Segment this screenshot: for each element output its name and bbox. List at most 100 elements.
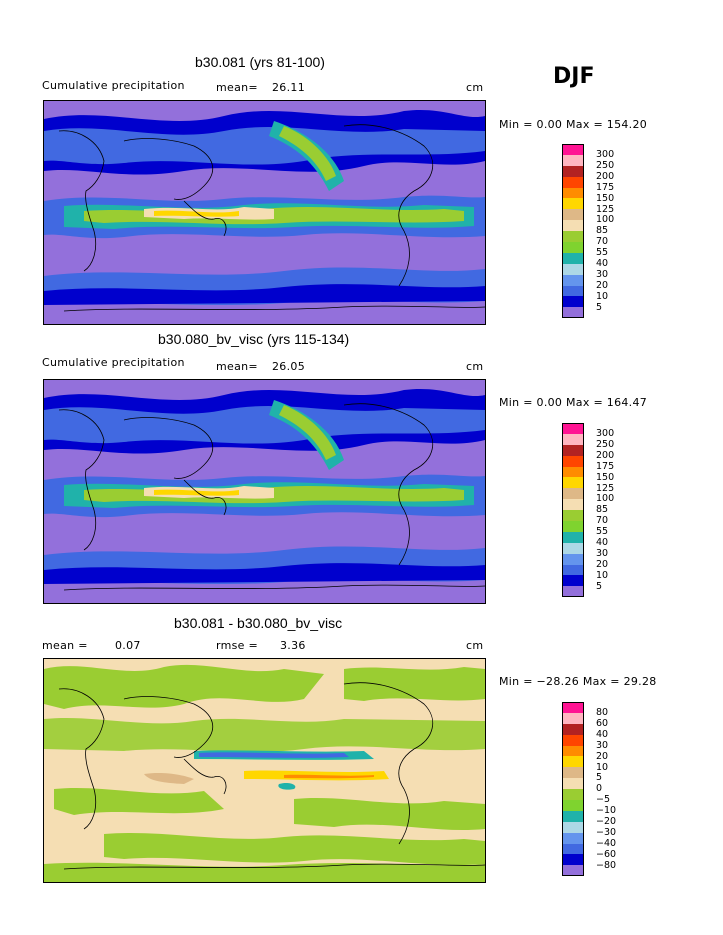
panel3-colorbar-swatch (562, 712, 584, 724)
panel3-colorbar-swatch (562, 843, 584, 855)
panel2-colorbar-labels: 300 250 200 175 150 125 100 85 70 55 40 30 20 10 5 (596, 428, 615, 593)
panel2-colorbar-swatch (562, 510, 584, 522)
panel3-colorbar-tick: −80 (596, 859, 617, 871)
panel3-colorbar-swatch (562, 734, 584, 746)
panel2-colorbar-swatch (562, 531, 584, 543)
panel2-colorbar-tick: 40 (596, 537, 609, 549)
panel3-rmse-label: rmse = (216, 639, 259, 652)
panel3-colorbar-tick: −5 (596, 794, 611, 806)
panel1-unit: cm (466, 81, 484, 94)
panel3-colorbar-tick: 80 (596, 707, 609, 718)
panel3-colorbar-swatch (562, 800, 584, 811)
panel3-colorbar-labels: 80 60 40 30 20 10 5 0 −5 −10 −20 −30 −40 −60 −80 (596, 707, 617, 872)
panel2-minmax: Min = 0.00 Max = 164.47 (499, 396, 648, 409)
panel1-colorbar-tick: 40 (596, 258, 609, 270)
panel3-mean-value: 0.07 (115, 639, 141, 652)
panel1-colorbar-swatch (562, 274, 584, 286)
panel2-colorbar-swatch (562, 564, 584, 576)
panel3-colorbar-tick: 30 (596, 739, 609, 751)
panel3-colorbar-tick: −10 (596, 805, 617, 817)
panel2-colorbar-swatch (562, 455, 584, 467)
panel1-colorbar-tick: 300 (596, 149, 615, 160)
panel3-colorbar-swatch (562, 745, 584, 757)
panel3-colorbar-tick: 20 (596, 750, 609, 762)
panel2-precip-map (43, 379, 486, 604)
panel2-colorbar-tick: 125 (596, 482, 615, 494)
panel3-colorbar-swatch (562, 865, 584, 877)
panel2-colorbar-tick: 175 (596, 460, 615, 472)
panel2-colorbar-swatch (562, 553, 584, 565)
season-label: DJF (553, 64, 595, 89)
panel1-left-label: Cumulative precipitation (42, 79, 185, 92)
panel2-colorbar-swatch (562, 423, 584, 434)
panel1-minmax: Min = 0.00 Max = 154.20 (499, 118, 648, 131)
panel1-colorbar-swatch (562, 263, 584, 275)
panel1-mean-value: 26.11 (272, 81, 305, 94)
panel2-colorbar-tick: 55 (596, 526, 609, 538)
panel2-mean-label: mean= (216, 360, 258, 373)
panel3-title: b30.081 - b30.080_bv_visc (174, 615, 343, 631)
panel1-colorbar-tick: 30 (596, 268, 609, 280)
panel2-colorbar-tick: 100 (596, 493, 615, 505)
panel3-colorbar-swatch (562, 756, 584, 768)
panel3-colorbar-swatch (562, 854, 584, 866)
panel1-colorbar-swatch (562, 220, 584, 232)
panel3-colorbar-swatch (562, 821, 584, 833)
panel1-colorbar-tick: 175 (596, 181, 615, 193)
panel1-colorbar-swatch (562, 176, 584, 188)
panel1-colorbar (562, 144, 584, 319)
panel2-colorbar-tick: 85 (596, 504, 609, 516)
panel2-left-label: Cumulative precipitation (42, 356, 185, 369)
panel3-mean-label: mean = (42, 639, 88, 652)
panel3-colorbar-tick: 40 (596, 728, 609, 740)
panel2-colorbar-swatch (562, 542, 584, 554)
panel2-colorbar-tick: 10 (596, 569, 609, 581)
panel2-colorbar-swatch (562, 444, 584, 456)
panel1-colorbar-swatch (562, 285, 584, 297)
panel3-colorbar-tick: 0 (596, 783, 603, 795)
panel1-colorbar-tick: 125 (596, 203, 615, 215)
panel2-colorbar-tick: 70 (596, 515, 609, 527)
panel2-title: b30.080_bv_visc (yrs 115-134) (158, 331, 350, 347)
panel1-colorbar-tick: 150 (596, 192, 615, 204)
panel3-diff-map (43, 658, 486, 883)
panel2-colorbar-swatch (562, 433, 584, 445)
panel1-colorbar-swatch (562, 198, 584, 210)
panel3-colorbar-swatch (562, 767, 584, 779)
panel2-mean-value: 26.05 (272, 360, 305, 373)
panel3-colorbar-swatch (562, 778, 584, 790)
panel1-colorbar-tick: 5 (596, 301, 603, 313)
panel2-colorbar-tick: 250 (596, 438, 615, 450)
panel1-colorbar-swatch (562, 209, 584, 221)
panel3-colorbar-swatch (562, 832, 584, 844)
panel2-colorbar-swatch (562, 488, 584, 500)
panel1-colorbar-tick: 20 (596, 279, 609, 291)
panel3-minmax: Min = −28.26 Max = 29.28 (499, 675, 657, 688)
panel1-colorbar-swatch (562, 144, 584, 155)
panel1-colorbar-swatch (562, 242, 584, 253)
panel3-colorbar-swatch (562, 702, 584, 713)
panel1-colorbar-tick: 55 (596, 247, 609, 259)
panel3-colorbar-tick: −60 (596, 848, 617, 860)
panel1-colorbar-swatch (562, 165, 584, 177)
panel1-colorbar-tick: 200 (596, 170, 615, 182)
panel3-rmse-value: 3.36 (280, 639, 306, 652)
panel1-colorbar-tick: 10 (596, 290, 609, 302)
panel2-colorbar (562, 423, 584, 598)
panel1-colorbar-tick: 85 (596, 225, 609, 237)
panel1-title: b30.081 (yrs 81-100) (195, 54, 325, 70)
panel1-precip-map (43, 100, 486, 325)
panel2-colorbar-tick: 30 (596, 547, 609, 559)
panel1-colorbar-swatch (562, 296, 584, 308)
panel1-colorbar-labels: 300 250 200 175 150 125 100 85 70 55 40 30 20 10 5 (596, 149, 615, 314)
panel3-colorbar-swatch (562, 810, 584, 822)
panel1-colorbar-tick: 70 (596, 236, 609, 248)
panel2-colorbar-tick: 20 (596, 558, 609, 570)
panel2-colorbar-swatch (562, 477, 584, 489)
panel2-colorbar-swatch (562, 575, 584, 587)
panel1-mean-label: mean= (216, 81, 258, 94)
panel2-colorbar-tick: 300 (596, 428, 615, 439)
panel2-colorbar-tick: 150 (596, 471, 615, 483)
panel1-colorbar-swatch (562, 307, 584, 319)
panel2-colorbar-swatch (562, 521, 584, 532)
